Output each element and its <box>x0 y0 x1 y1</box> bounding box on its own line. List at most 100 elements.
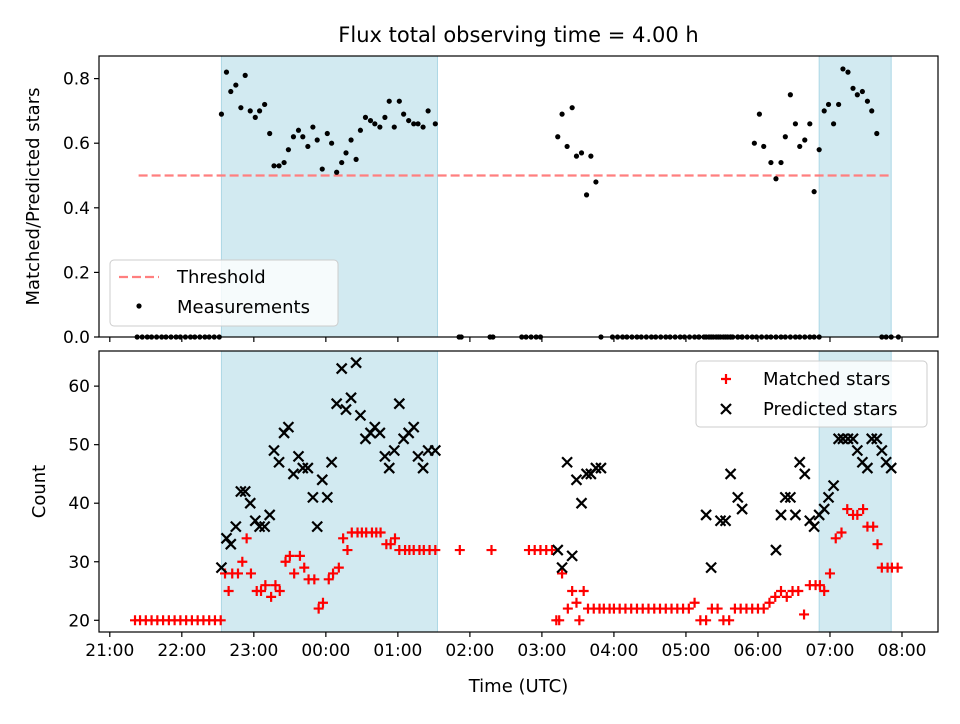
y-tick-label: 40 <box>68 494 90 514</box>
y-tick-label: 0.6 <box>63 134 90 154</box>
data-point <box>340 403 352 416</box>
data-point <box>486 545 497 556</box>
data-point <box>329 140 335 146</box>
data-point <box>375 527 386 538</box>
data-point <box>281 159 287 166</box>
data-point <box>578 150 585 156</box>
shaded-interval-1 <box>220 350 438 633</box>
data-point <box>407 421 420 433</box>
data-point <box>851 444 864 457</box>
data-point <box>573 153 580 159</box>
data-point <box>845 69 851 75</box>
data-point <box>712 603 723 614</box>
data-point <box>836 101 842 108</box>
legend-swatch-matched <box>721 374 731 384</box>
data-point <box>756 111 762 117</box>
data-point <box>830 121 837 127</box>
data-point <box>294 550 305 561</box>
data-point <box>225 538 237 550</box>
data-point <box>852 509 863 520</box>
data-point <box>773 176 779 182</box>
data-point <box>412 450 424 463</box>
data-point <box>274 586 285 597</box>
x-tick-label: 23:00 <box>229 641 278 661</box>
data-point <box>551 544 564 556</box>
y-tick-label: 0.0 <box>63 328 90 348</box>
data-point <box>305 143 311 150</box>
data-point <box>391 124 397 130</box>
series-predicted-stars <box>215 356 897 574</box>
data-point <box>230 520 242 533</box>
data-point <box>342 545 353 556</box>
y-tick-label: 50 <box>68 436 90 456</box>
data-point <box>233 82 239 88</box>
data-point <box>432 121 438 127</box>
data-point <box>335 362 348 375</box>
data-point <box>270 580 281 591</box>
data-point <box>825 101 832 108</box>
data-point <box>854 92 860 98</box>
data-point <box>787 92 793 98</box>
data-point <box>242 72 248 78</box>
data-point <box>814 580 825 591</box>
data-point <box>819 586 830 597</box>
data-point <box>324 130 330 137</box>
data-point <box>367 117 374 124</box>
data-point <box>868 521 879 532</box>
data-point <box>317 597 328 608</box>
x-tick-label: 06:00 <box>733 641 782 661</box>
legend-swatch-measurements <box>136 303 142 309</box>
data-point <box>314 137 320 143</box>
data-point <box>824 568 835 579</box>
legend-label: Threshold <box>176 267 266 288</box>
series-matched-stars <box>130 504 903 626</box>
data-point <box>310 124 316 130</box>
data-point <box>290 134 297 140</box>
data-point <box>245 568 256 579</box>
data-point <box>724 468 737 480</box>
data-point <box>789 509 802 521</box>
data-point <box>865 433 878 445</box>
data-point <box>338 533 349 544</box>
data-point <box>770 544 782 556</box>
data-point <box>556 561 568 574</box>
data-point <box>302 462 314 474</box>
data-point <box>383 462 396 474</box>
x-tick-label: 07:00 <box>805 641 854 661</box>
data-point <box>858 504 869 515</box>
data-point <box>821 108 827 114</box>
data-point <box>574 615 585 626</box>
data-point <box>287 468 300 480</box>
data-point <box>861 462 874 474</box>
data-point <box>555 134 561 140</box>
data-point <box>328 568 339 579</box>
data-point <box>415 121 421 127</box>
data-point <box>350 356 362 369</box>
data-point <box>385 539 396 550</box>
data-point <box>430 545 441 556</box>
data-point <box>386 98 392 104</box>
data-point <box>869 108 875 114</box>
data-point <box>260 580 271 591</box>
x-tick-label: 01:00 <box>373 641 422 661</box>
data-point <box>764 597 775 608</box>
data-point <box>575 497 588 509</box>
data-point <box>832 433 845 445</box>
legend-label: Matched stars <box>763 369 890 390</box>
data-point <box>885 462 897 474</box>
data-point <box>797 143 803 150</box>
data-point <box>892 562 903 573</box>
data-point <box>557 568 568 579</box>
data-point <box>319 166 325 172</box>
data-point <box>850 85 856 91</box>
legend: Threshold Measurements <box>109 259 339 327</box>
data-point <box>289 568 300 579</box>
data-point <box>223 586 234 597</box>
data-point <box>546 545 557 556</box>
data-point <box>827 479 840 492</box>
data-point <box>561 456 573 469</box>
data-point <box>388 444 401 457</box>
data-point <box>401 111 407 117</box>
data-point <box>793 586 804 597</box>
legend-label: Measurements <box>177 297 310 318</box>
